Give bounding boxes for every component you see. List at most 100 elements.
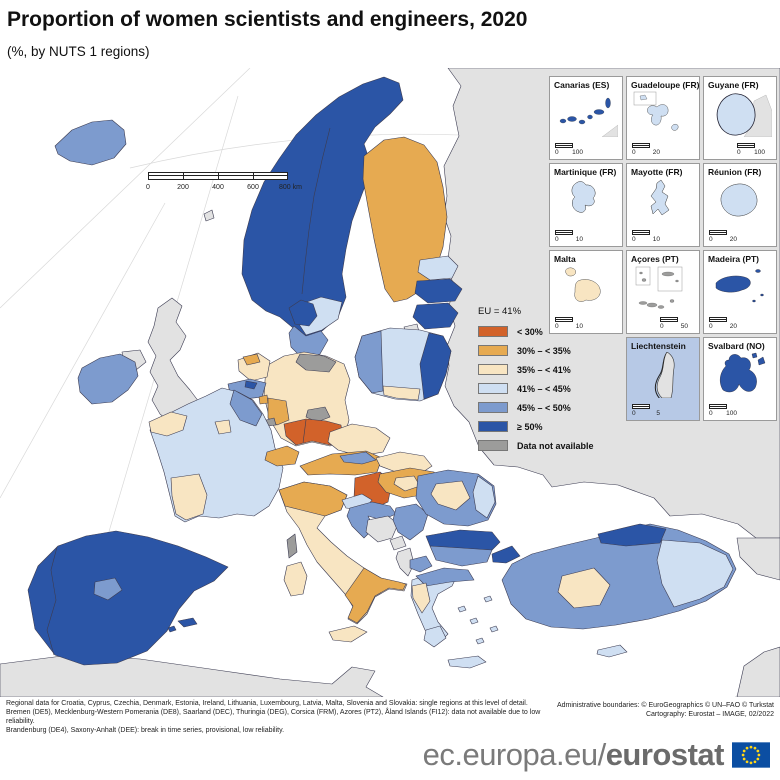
cartography-credit: Cartography: Eurostat – IMAGE, 02/2022 [645,711,774,718]
germany-south-inner-border [302,419,307,444]
eu-flag-icon [732,742,770,768]
guadeloupe-shape [647,104,679,131]
region-latvia [414,278,463,304]
acores-shape [638,271,679,309]
region-greece-west [411,582,431,614]
legend-swatch-no-data [478,440,508,451]
footnote-line1: Regional data for Croatia, Cyprus, Czech… [6,700,528,707]
region-romania-center [430,480,471,511]
region-cyprus [596,644,628,658]
portugal-spain-border [46,546,58,656]
region-turkey-center [557,567,611,609]
liechtenstein-shape [656,352,675,398]
inset-acores: Açores (PT) 0 50 [626,250,700,334]
legend-item: 35% – < 41% [478,364,594,375]
norway-sweden-border [301,127,331,295]
legend-swatch-ge50 [478,421,508,432]
region-bosnia [365,515,399,543]
inset-mayotte: Mayotte (FR) 0 10 [626,163,700,247]
legend-swatch-lt30 [478,326,508,337]
legend-swatch-35-41 [478,364,508,375]
region-georgia [736,537,780,581]
region-ireland [77,353,139,405]
map-legend: EU = 41% < 30% 30% – < 35% 35% – < 41% 4… [478,306,594,459]
region-sardinia [283,561,308,597]
region-spain-madrid [93,577,123,601]
canary-islands-shape [559,97,611,125]
region-montenegro [389,535,407,551]
region-bulgaria-south [429,545,493,567]
mayotte-shape [650,179,670,216]
scale-label-0: 0 [146,184,150,191]
legend-item: < 30% [478,326,594,337]
region-france-southwest [170,473,208,521]
region-france-ile-de-france [214,419,232,435]
scale-label-400: 400 [212,184,224,191]
admin-boundaries: Administrative boundaries: © EuroGeograp… [556,702,774,709]
region-aegean-islands [457,595,499,645]
region-poland-east [419,332,452,400]
region-levant [736,646,780,698]
region-peloponnese [423,625,447,648]
region-corsica [286,533,298,559]
inset-guadeloupe: Guadeloupe (FR) 0 20 [626,76,700,160]
region-slovakia [375,451,433,475]
legend-title: EU = 41% [478,306,522,317]
region-czechia [327,423,391,457]
map-scale-bar: 0 200 400 600 800 km [143,164,313,196]
region-serbia [392,503,429,541]
region-denmark [288,299,318,327]
region-sicily [328,625,368,643]
inset-martinique: Martinique (FR) 0 10 [549,163,623,247]
region-france-northeast [229,389,263,427]
region-belgium-brussels [244,380,258,390]
legend-item: ≥ 50% [478,421,594,432]
region-hungary-center [393,475,421,492]
region-austria-vienna [339,451,377,465]
scale-label-800: 800 km [279,184,302,191]
region-croatia [346,501,397,539]
inset-canarias: Canarias (ES) 0 100 [549,76,623,160]
region-poland-west [354,330,384,394]
footnote-line2: Bremen (DE5), Mecklenburg-Western Pomera… [6,709,541,725]
region-faroe [203,209,215,222]
inset-malta: Malta 0 10 [549,250,623,334]
region-turkey-east [656,539,734,608]
region-north-africa [0,654,384,698]
region-iceland [54,119,127,166]
legend-swatch-45-50 [478,402,508,413]
scale-label-600: 600 [247,184,259,191]
region-north-macedonia [409,555,433,573]
region-sweden-south [288,325,329,360]
region-estonia [417,255,459,281]
svalbard-shape [719,352,766,393]
region-italy-south [344,567,407,624]
region-albania [395,547,415,577]
inset-reunion: Réunion (FR) 0 20 [703,163,777,247]
region-turkey-north [597,523,667,547]
legend-item: Data not available [478,440,594,451]
guyane-shape [716,93,756,136]
region-switzerland [264,445,300,467]
region-germany-mecklenburg [295,353,337,373]
region-lithuania [412,302,459,330]
region-iberia [27,530,229,666]
legend-swatch-30-35 [478,345,508,356]
eurostat-url: ec.europa.eu/eurostat [422,737,725,772]
region-crete [447,655,487,669]
martinique-shape [571,181,596,213]
inset-guyane: Guyane (FR) 0 100 [703,76,777,160]
admin-credits: Administrative boundaries: © EuroGeograp… [557,701,774,719]
page-subtitle: (%, by NUTS 1 regions) [7,44,150,59]
madeira-shape [715,269,764,303]
region-italy-north [278,481,348,517]
region-turkey-istanbul [491,545,521,564]
region-france-brittany [148,411,188,437]
page-title: Proportion of women scientists and engin… [7,8,528,31]
legend-item: 45% – < 50% [478,402,594,413]
region-germany-thuringia [305,406,331,423]
region-netherlands-north [242,353,261,366]
region-balearics [167,617,198,633]
legend-swatch-41-45 [478,383,508,394]
